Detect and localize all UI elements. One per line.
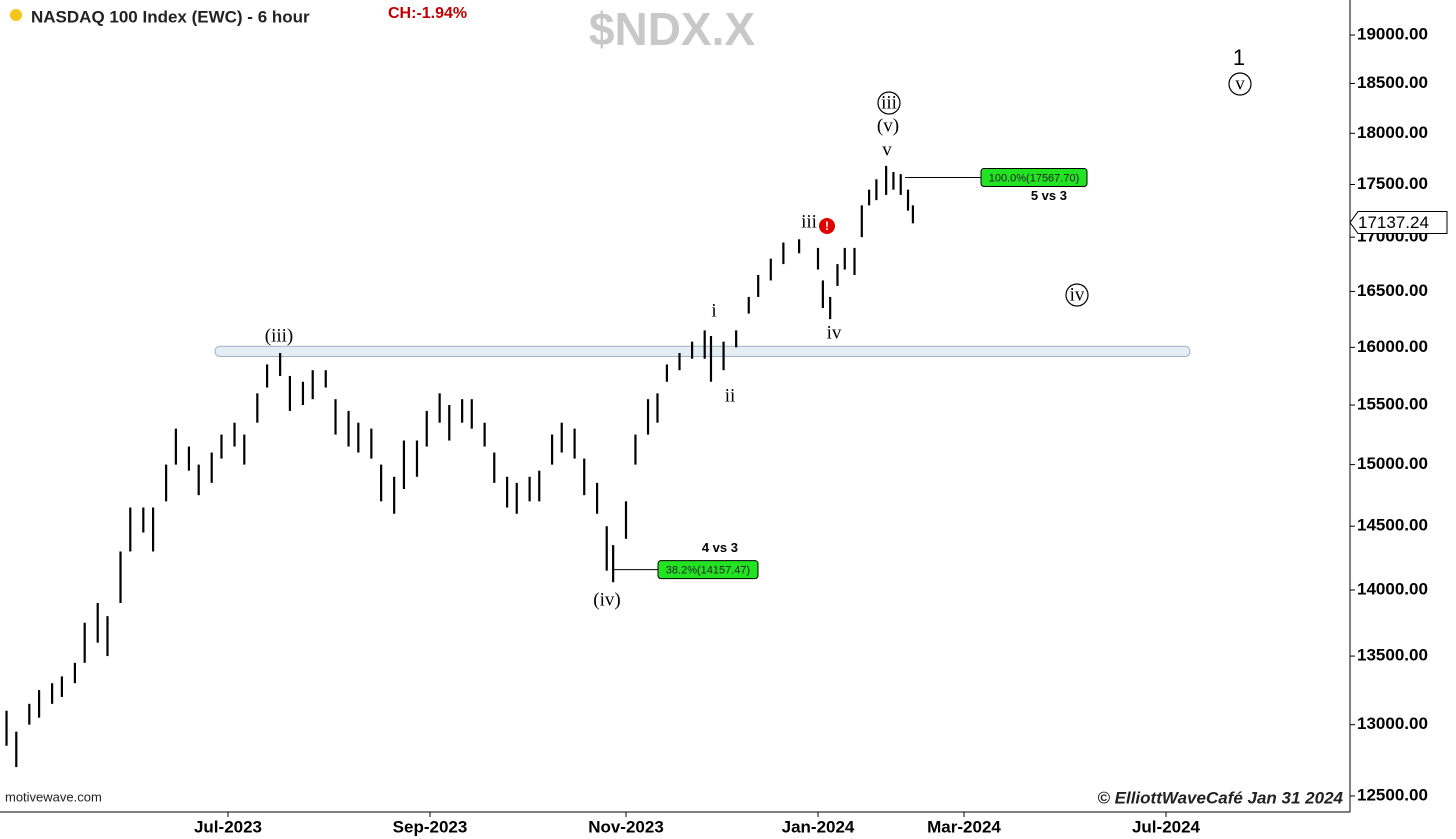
last-price-tag [1349, 211, 1448, 235]
wave-label: v [882, 139, 892, 160]
y-tick-label: 14000.00 [1357, 579, 1428, 598]
fib-label: 38.2%(14157.47) [666, 565, 750, 577]
x-tick-label: Jul-2024 [1132, 817, 1201, 836]
wave-label: (iii) [265, 325, 294, 346]
source: motivewave.com [5, 789, 102, 804]
watermark: $NDX.X [589, 3, 755, 55]
alert-icon [819, 218, 835, 234]
y-tick-label: 18500.00 [1357, 73, 1428, 92]
wave-label: ii [725, 385, 736, 406]
fib-note: 4 vs 3 [702, 540, 738, 555]
wave-label: iii [801, 211, 817, 232]
wave-circle [877, 91, 901, 115]
status-dot [10, 9, 22, 21]
fib-note: 5 vs 3 [1031, 188, 1067, 203]
wave-label: (v) [877, 115, 899, 136]
y-tick-label: 19000.00 [1357, 25, 1428, 44]
wave-label: (iv) [593, 589, 620, 610]
x-tick-label: Sep-2023 [393, 817, 468, 836]
chart-title: NASDAQ 100 Index (EWC) - 6 hour [31, 7, 310, 26]
y-tick-label: 14500.00 [1357, 516, 1428, 535]
x-tick-label: Nov-2023 [588, 817, 664, 836]
y-tick-label: 15000.00 [1357, 454, 1428, 473]
x-tick-label: Mar-2024 [927, 817, 1001, 836]
wave-labels: (iii) (iv) i ii iii ! iv v (v) iii 1 v i… [265, 45, 1252, 610]
alert-icon-mark: ! [825, 219, 829, 233]
fib-box [657, 560, 759, 580]
credit: © ElliottWaveCafé Jan 31 2024 [1097, 788, 1343, 807]
change: CH:-1.94% [388, 5, 467, 22]
y-tick-label: 17500.00 [1357, 174, 1428, 193]
wave-label: iii [881, 92, 897, 113]
y-tick-label: 18000.00 [1357, 123, 1428, 142]
x-tick-label: Jul-2023 [194, 817, 262, 836]
last-price-label: 17137.24 [1358, 213, 1429, 232]
fib-box [980, 167, 1088, 187]
wave-label: iv [1070, 284, 1085, 305]
wave-label: 1 [1233, 45, 1245, 70]
wave-label: v [1235, 73, 1245, 94]
y-tick-label: 15500.00 [1357, 395, 1428, 414]
zone-band [214, 345, 1191, 357]
wave-label: iv [827, 322, 842, 343]
fib-label: 100.0%(17567.70) [989, 172, 1080, 184]
y-tick-label: 16500.00 [1357, 281, 1428, 300]
y-tick-label: 16000.00 [1357, 337, 1428, 356]
y-tick-label: 13500.00 [1357, 646, 1428, 665]
y-tick-label: 12500.00 [1357, 785, 1428, 804]
wave-label: i [711, 300, 716, 321]
wave-circle [1065, 283, 1089, 307]
wave-circle [1228, 72, 1252, 96]
y-tick-label: 13000.00 [1357, 714, 1428, 733]
x-tick-label: Jan-2024 [782, 817, 855, 836]
